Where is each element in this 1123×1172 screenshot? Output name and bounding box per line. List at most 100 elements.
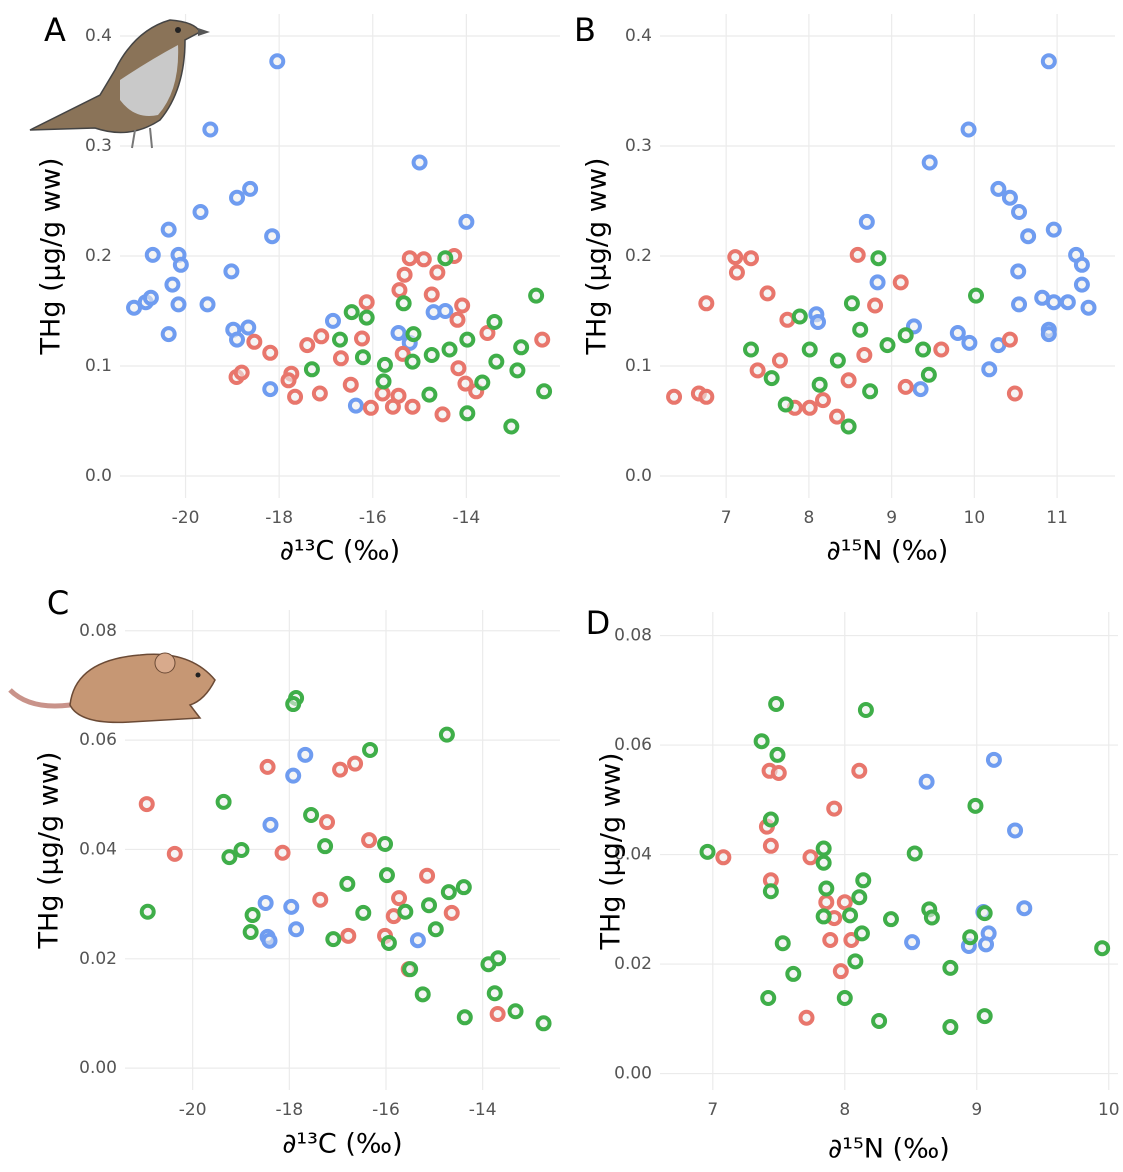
point xyxy=(455,879,472,896)
point xyxy=(851,762,868,779)
point xyxy=(762,883,779,900)
point xyxy=(1040,326,1057,343)
point xyxy=(391,890,408,907)
point xyxy=(815,908,832,925)
point xyxy=(450,360,467,377)
point xyxy=(423,347,440,363)
point xyxy=(441,341,458,358)
point xyxy=(836,894,853,911)
x-tick-label: -14 xyxy=(452,508,480,528)
point xyxy=(215,793,232,810)
point xyxy=(976,1008,993,1025)
point xyxy=(440,884,457,901)
point xyxy=(423,286,440,303)
point xyxy=(411,154,428,171)
y-tick-label: 0.0 xyxy=(85,466,112,486)
point xyxy=(246,333,263,350)
y-tick-label: 0.2 xyxy=(85,246,112,266)
point xyxy=(261,932,278,949)
point xyxy=(240,319,257,336)
point xyxy=(769,746,786,763)
point xyxy=(1080,299,1097,316)
point xyxy=(283,898,300,915)
point xyxy=(312,891,329,908)
point xyxy=(777,396,794,413)
point xyxy=(1007,822,1024,839)
point xyxy=(172,256,189,273)
panel: 0.00 0.02 0.04 0.06 0.08 -20 -18 -16 -14 C ∂¹³C (‰… xyxy=(34,584,560,1160)
point xyxy=(762,837,779,854)
point xyxy=(798,1009,815,1026)
point xyxy=(457,375,474,392)
point xyxy=(918,773,935,790)
point xyxy=(801,341,818,358)
point xyxy=(456,1009,473,1026)
point xyxy=(437,303,454,319)
point xyxy=(666,388,683,405)
point xyxy=(749,362,766,379)
point xyxy=(479,325,496,341)
point xyxy=(534,331,551,348)
point xyxy=(486,314,503,330)
point xyxy=(299,337,316,354)
y-tick-label: 0.1 xyxy=(625,356,652,376)
point xyxy=(342,376,359,393)
y-axis-title: THg (μg/g ww) xyxy=(582,158,613,356)
point xyxy=(815,840,832,857)
point xyxy=(394,345,411,362)
point xyxy=(810,314,827,330)
point xyxy=(244,907,261,924)
point xyxy=(743,341,759,358)
point xyxy=(429,264,446,281)
point xyxy=(829,352,846,369)
point xyxy=(768,695,785,712)
point xyxy=(869,274,886,291)
point xyxy=(166,845,183,862)
panel-label: C xyxy=(47,584,69,622)
point xyxy=(285,767,302,784)
point xyxy=(815,854,832,871)
point xyxy=(933,341,950,358)
y-tick-label: 0.02 xyxy=(614,954,652,974)
y-tick-label: 0.1 xyxy=(85,356,112,376)
point xyxy=(223,263,240,280)
point xyxy=(402,961,419,978)
point xyxy=(763,370,780,387)
point xyxy=(419,867,436,884)
point xyxy=(503,418,520,435)
point xyxy=(855,872,872,889)
point xyxy=(285,696,302,713)
y-tick-label: 0.06 xyxy=(614,735,652,755)
point xyxy=(362,741,379,758)
point xyxy=(488,353,505,370)
point xyxy=(962,929,979,946)
point xyxy=(347,397,364,414)
point xyxy=(287,388,304,405)
x-tick-label: 9 xyxy=(886,508,897,528)
point xyxy=(981,361,998,378)
point xyxy=(160,221,177,238)
point xyxy=(362,399,379,416)
point xyxy=(743,250,759,267)
point xyxy=(486,985,503,1002)
point xyxy=(264,228,281,245)
point xyxy=(192,204,209,220)
point xyxy=(1016,900,1033,917)
point xyxy=(317,838,334,855)
y-tick-label: 0.04 xyxy=(614,845,652,865)
y-tick-label: 0.2 xyxy=(625,246,652,266)
point xyxy=(376,356,393,373)
point xyxy=(870,250,887,267)
point xyxy=(164,276,181,293)
point xyxy=(920,366,937,383)
point xyxy=(699,843,716,860)
point xyxy=(978,936,995,953)
point xyxy=(826,800,843,817)
point xyxy=(404,353,421,370)
point xyxy=(836,990,853,1007)
x-axis-title: ∂¹⁵N (‰) xyxy=(827,536,949,567)
y-tick-label: 0.04 xyxy=(79,839,117,859)
x-tick-label: 10 xyxy=(1098,1100,1120,1120)
x-tick-label: -16 xyxy=(372,1100,400,1120)
point xyxy=(882,911,899,928)
